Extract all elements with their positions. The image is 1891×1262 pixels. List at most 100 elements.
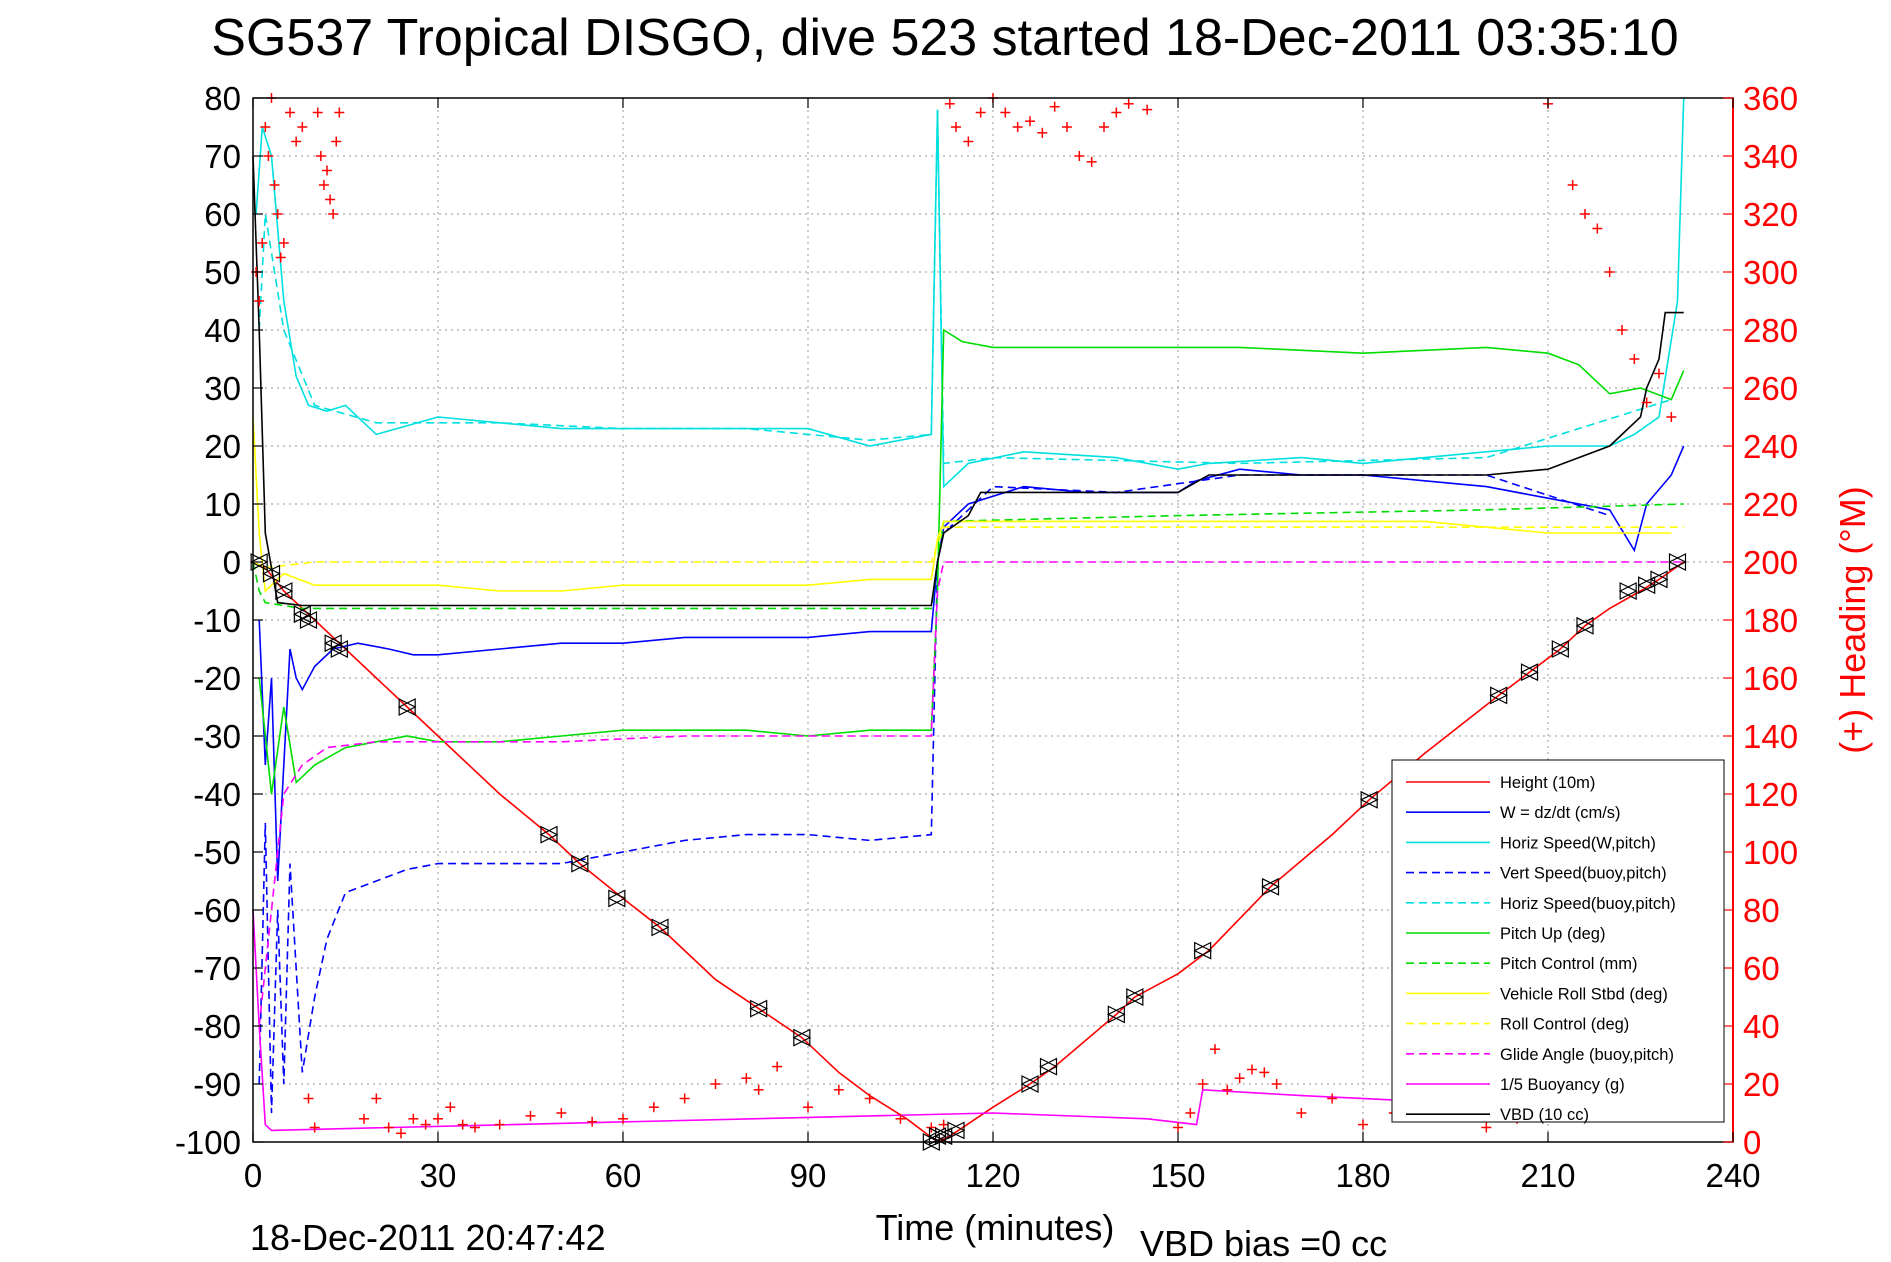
heading-marker bbox=[975, 107, 986, 118]
heading-marker bbox=[1592, 223, 1603, 234]
legend-label: Height (10m) bbox=[1500, 774, 1595, 792]
heading-marker bbox=[679, 1093, 690, 1104]
y-right-tick-label: 0 bbox=[1743, 1124, 1761, 1161]
heading-marker bbox=[525, 1110, 536, 1121]
footer-vbd-bias: VBD bias =0 cc bbox=[1140, 1223, 1387, 1262]
height-marker bbox=[1106, 1005, 1126, 1024]
y-right-tick-label: 280 bbox=[1743, 312, 1798, 349]
heading-marker bbox=[963, 136, 974, 147]
heading-marker bbox=[1247, 1064, 1257, 1075]
y-tick-label: -90 bbox=[193, 1066, 241, 1103]
y-tick-label: 20 bbox=[204, 428, 241, 465]
heading-marker bbox=[833, 1084, 844, 1095]
x-tick-label: 120 bbox=[965, 1157, 1020, 1194]
height-marker bbox=[749, 999, 769, 1018]
y-tick-label: 40 bbox=[204, 312, 241, 349]
heading-marker bbox=[257, 238, 268, 248]
heading-marker bbox=[371, 1093, 382, 1104]
legend-label: Horiz Speed(buoy,pitch) bbox=[1500, 895, 1676, 913]
footer-timestamp: 18-Dec-2011 20:47:42 bbox=[250, 1217, 606, 1258]
heading-marker bbox=[254, 296, 265, 306]
y-tick-label: -20 bbox=[193, 660, 241, 697]
heading-marker bbox=[408, 1113, 419, 1124]
x-tick-label: 240 bbox=[1705, 1157, 1760, 1194]
height-marker bbox=[249, 553, 269, 571]
height-marker bbox=[1618, 582, 1638, 600]
heading-marker bbox=[1629, 354, 1640, 364]
heading-marker bbox=[457, 1119, 468, 1130]
y-tick-label: 60 bbox=[204, 196, 241, 233]
heading-marker bbox=[1185, 1108, 1196, 1118]
heading-marker bbox=[1567, 180, 1578, 190]
heading-marker bbox=[359, 1113, 369, 1124]
heading-marker bbox=[1327, 1093, 1338, 1104]
x-tick-label: 150 bbox=[1150, 1157, 1205, 1194]
y-right-tick-label: 40 bbox=[1743, 1008, 1780, 1045]
heading-marker bbox=[331, 136, 342, 147]
x-tick-label: 60 bbox=[605, 1157, 642, 1194]
y-tick-label: -70 bbox=[193, 950, 241, 987]
heading-markers bbox=[251, 93, 1677, 1139]
height-marker bbox=[792, 1028, 812, 1047]
x-axis-label: Time (minutes) bbox=[876, 1207, 1115, 1248]
height-markers bbox=[249, 553, 1687, 1151]
heading-marker bbox=[753, 1084, 764, 1095]
x-axis: 0 30 60 90 120 150 180 210 240 bbox=[244, 98, 1761, 1194]
heading-marker bbox=[470, 1122, 480, 1133]
y-right-tick-label: 220 bbox=[1743, 486, 1798, 523]
heading-marker bbox=[260, 122, 271, 132]
x-tick-label: 30 bbox=[420, 1157, 457, 1194]
y-right-tick-label: 120 bbox=[1743, 776, 1798, 813]
y-right-tick-label: 60 bbox=[1743, 950, 1780, 987]
y-right-tick-label: 260 bbox=[1743, 370, 1798, 407]
legend-label: Vert Speed(buoy,pitch) bbox=[1500, 865, 1667, 883]
legend: Height (10m) W = dz/dt (cm/s) Horiz Speed(… bbox=[1391, 759, 1725, 1124]
heading-marker bbox=[1142, 104, 1153, 115]
heading-marker bbox=[318, 180, 329, 190]
y-right-tick-label: 20 bbox=[1743, 1066, 1780, 1103]
height-marker bbox=[1039, 1057, 1058, 1076]
heading-marker bbox=[1481, 1122, 1492, 1133]
y-tick-label: -30 bbox=[193, 718, 241, 755]
heading-marker bbox=[1099, 122, 1109, 132]
y-axis-left: 80 70 60 50 40 30 20 10 0 -10 -20 -30 -40 -50 -60 -70 -8… bbox=[175, 80, 263, 1161]
heading-marker bbox=[1296, 1108, 1307, 1118]
height-marker bbox=[1020, 1075, 1040, 1093]
heading-marker bbox=[420, 1119, 431, 1130]
heading-marker bbox=[944, 98, 955, 109]
heading-marker bbox=[741, 1073, 752, 1084]
height-marker bbox=[650, 918, 670, 937]
y-right-tick-label: 80 bbox=[1743, 892, 1780, 929]
y-right-tick-label: 160 bbox=[1743, 660, 1798, 697]
heading-marker bbox=[263, 151, 274, 161]
x-tick-label: 210 bbox=[1520, 1157, 1575, 1194]
y-axis-right: 3603403203002802602402202001801601401201… bbox=[1723, 80, 1798, 1161]
legend-label: Vehicle Roll Stbd (deg) bbox=[1500, 985, 1668, 1003]
x-tick-label: 180 bbox=[1335, 1157, 1390, 1194]
height-marker bbox=[329, 640, 349, 658]
x-tick-label: 0 bbox=[244, 1157, 262, 1194]
y-tick-label: -50 bbox=[193, 834, 241, 871]
heading-marker bbox=[272, 209, 283, 219]
heading-marker bbox=[334, 107, 345, 118]
heading-marker bbox=[291, 136, 302, 147]
heading-marker bbox=[1000, 107, 1011, 118]
heading-marker bbox=[328, 209, 339, 219]
y-tick-label: -40 bbox=[193, 776, 241, 813]
heading-marker bbox=[297, 122, 308, 132]
legend-label: Horiz Speed(W,pitch) bbox=[1500, 834, 1656, 852]
legend-label: Roll Control (deg) bbox=[1500, 1016, 1629, 1034]
heading-marker bbox=[445, 1102, 456, 1113]
heading-marker bbox=[1049, 101, 1060, 112]
y-right-tick-label: 300 bbox=[1743, 254, 1798, 291]
heading-marker bbox=[1074, 151, 1085, 161]
heading-marker bbox=[312, 107, 323, 118]
heading-marker bbox=[803, 1102, 813, 1113]
y-right-tick-label: 360 bbox=[1743, 80, 1798, 117]
heading-marker bbox=[1271, 1079, 1282, 1089]
height-marker bbox=[299, 611, 318, 629]
y-right-tick-label: 340 bbox=[1743, 138, 1798, 175]
heading-marker bbox=[396, 1128, 406, 1139]
heading-marker bbox=[1012, 122, 1023, 132]
height-marker bbox=[262, 564, 281, 583]
